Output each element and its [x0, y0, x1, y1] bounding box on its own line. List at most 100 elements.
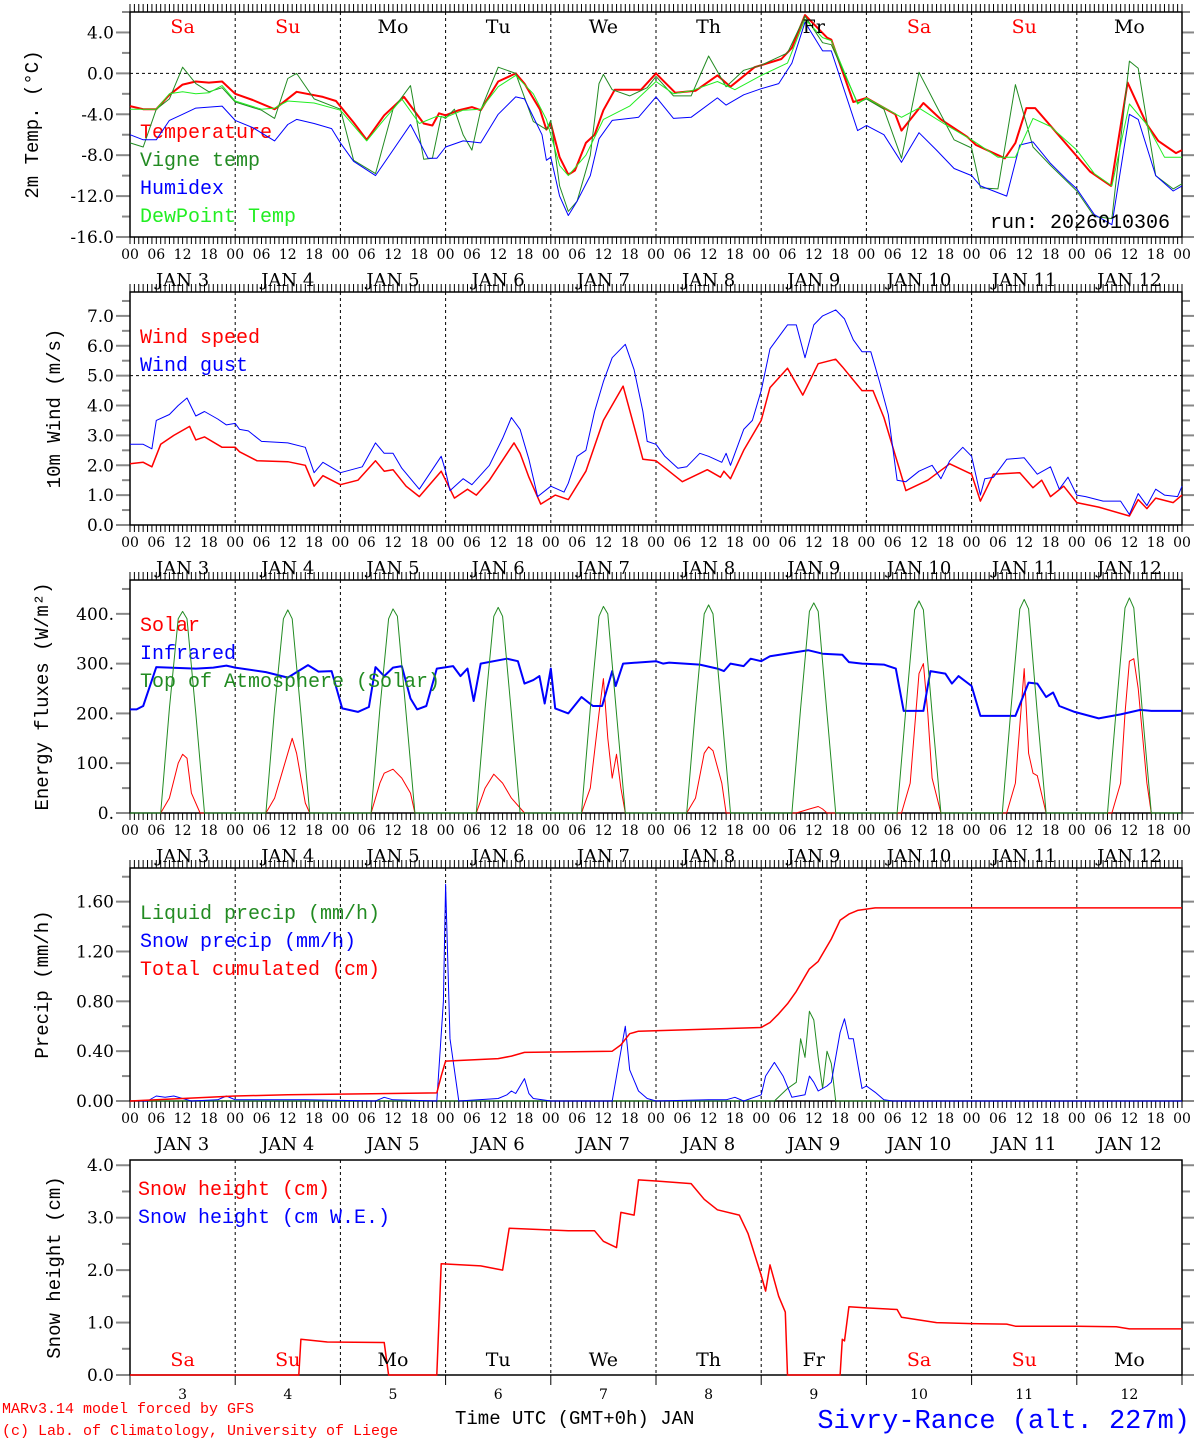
y-tick-label: -12.0 — [70, 187, 114, 207]
hour-label: 18 — [1147, 535, 1165, 551]
hour-label: 18 — [200, 247, 218, 263]
y-tick-label: 1.0 — [87, 486, 114, 506]
date-label: JAN 9 — [785, 846, 840, 867]
day-name-bottom: Fr — [803, 1349, 826, 1371]
date-label: JAN 6 — [470, 270, 525, 291]
y-axis-label: Precip (mm/h) — [32, 910, 54, 1058]
legend-entry: Wind speed — [140, 327, 260, 350]
date-label: JAN 4 — [259, 846, 314, 867]
hour-label: 06 — [358, 535, 376, 551]
series-line-wind-speed — [129, 358, 1183, 517]
hour-label: 18 — [936, 823, 954, 839]
hour-label: 18 — [1042, 823, 1060, 839]
y-tick-label: 100. — [76, 754, 114, 774]
hour-label: 06 — [253, 535, 271, 551]
hour-label: 06 — [673, 823, 691, 839]
hour-label: 18 — [305, 535, 323, 551]
hour-label: 06 — [779, 1111, 797, 1127]
y-axis-label: Energy fluxes (W/m²) — [32, 582, 54, 810]
hour-label: 12 — [1120, 247, 1138, 263]
series-line-infrared — [130, 649, 1182, 720]
date-label: JAN 3 — [154, 558, 209, 579]
hour-label: 00 — [121, 535, 139, 551]
hour-label: 12 — [594, 247, 612, 263]
y-tick-label: -4.0 — [81, 105, 114, 125]
hour-label: 00 — [752, 247, 770, 263]
day-name-bottom: Th — [696, 1349, 721, 1371]
hour-label: 18 — [516, 1111, 534, 1127]
hour-label: 06 — [568, 1111, 586, 1127]
legend-entry: Liquid precip (mm/h) — [140, 903, 380, 926]
series-line-snow-height-cm- — [130, 1179, 1182, 1376]
hour-label: 12 — [910, 823, 928, 839]
hour-label: 00 — [752, 1111, 770, 1127]
hour-label: 18 — [305, 823, 323, 839]
hour-label: 18 — [621, 247, 639, 263]
hour-label: 00 — [121, 823, 139, 839]
hour-label: 06 — [779, 247, 797, 263]
hour-label: 06 — [463, 823, 481, 839]
hour-label: 00 — [1068, 535, 1086, 551]
series-line-liquid-precip-mm-h- — [130, 1010, 1182, 1102]
legend-entry: Top of Atmosphere (Solar) — [140, 671, 440, 694]
hour-label: 12 — [700, 535, 718, 551]
hour-label: 00 — [542, 247, 560, 263]
hour-label: 18 — [936, 247, 954, 263]
hour-label: 06 — [568, 247, 586, 263]
hour-label: 18 — [621, 535, 639, 551]
hour-label: 00 — [542, 823, 560, 839]
hour-label: 18 — [410, 823, 428, 839]
legend-entry: Wind gust — [140, 355, 248, 378]
hour-label: 12 — [174, 823, 192, 839]
series-line-vigne-temp — [129, 15, 1183, 220]
hour-label: 00 — [1173, 247, 1191, 263]
day-number-label: 9 — [809, 1387, 818, 1403]
hour-label: 00 — [437, 535, 455, 551]
hour-label: 06 — [568, 535, 586, 551]
credit-model: MARv3.14 model forced by GFS — [2, 1401, 254, 1418]
plot-frame — [129, 291, 1183, 526]
y-tick-label: 2.0 — [87, 1261, 114, 1281]
hour-label: 00 — [963, 823, 981, 839]
hour-label: 12 — [1015, 823, 1033, 839]
hour-label: 18 — [516, 247, 534, 263]
hour-label: 18 — [621, 1111, 639, 1127]
hour-label: 00 — [542, 1111, 560, 1127]
hour-label: 06 — [673, 1111, 691, 1127]
hour-label: 12 — [1015, 247, 1033, 263]
hour-label: 12 — [700, 247, 718, 263]
hour-label: 00 — [1173, 1111, 1191, 1127]
hour-label: 18 — [1147, 823, 1165, 839]
date-label: JAN 5 — [364, 1134, 419, 1155]
hour-label: 06 — [253, 823, 271, 839]
date-label: JAN 11 — [990, 1134, 1057, 1155]
y-tick-label: 1.0 — [87, 1314, 114, 1334]
y-tick-label: 3.0 — [87, 1209, 114, 1229]
y-tick-label: 0. — [98, 804, 114, 824]
hour-label: 06 — [884, 823, 902, 839]
hour-label: 18 — [305, 247, 323, 263]
y-tick-label: 2.0 — [87, 456, 114, 476]
panel-5: 3 4 5 6 7 8 9 10 11 12 0.0 1.0 2.0 3.0 4.0 Snow height … — [44, 1156, 1194, 1403]
hour-label: 18 — [726, 247, 744, 263]
hour-label: 06 — [463, 535, 481, 551]
hour-label: 18 — [726, 535, 744, 551]
day-name-bottom: Tu — [486, 1349, 511, 1371]
date-label: JAN 8 — [680, 558, 735, 579]
y-tick-label: -16.0 — [70, 228, 114, 248]
hour-label: 06 — [358, 823, 376, 839]
y-tick-label: 1.60 — [76, 893, 114, 913]
hour-label: 00 — [121, 1111, 139, 1127]
legend-entry: Solar — [140, 615, 200, 638]
series-line-solar — [130, 658, 1182, 814]
hour-label: 12 — [174, 247, 192, 263]
station-name: Sivry-Rance (alt. 227m) — [817, 1407, 1190, 1437]
hour-label: 06 — [358, 247, 376, 263]
y-tick-label: 300. — [76, 655, 114, 675]
day-name-bottom: Su — [1012, 1349, 1037, 1371]
date-label: JAN 8 — [680, 846, 735, 867]
hour-label: 18 — [410, 247, 428, 263]
hour-label: 00 — [647, 1111, 665, 1127]
hour-label: 12 — [489, 1111, 507, 1127]
